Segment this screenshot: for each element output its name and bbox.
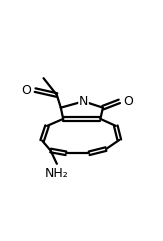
Text: N: N <box>79 95 88 108</box>
Text: NH₂: NH₂ <box>45 167 69 180</box>
Text: O: O <box>124 95 133 108</box>
Text: O: O <box>21 84 31 97</box>
